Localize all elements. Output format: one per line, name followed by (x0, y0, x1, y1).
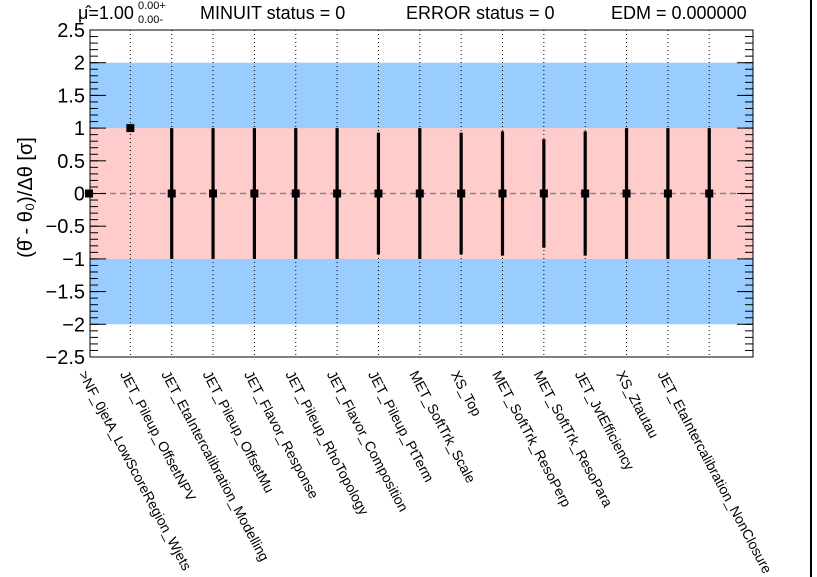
y-tick-label: 2 (74, 53, 85, 75)
pull-marker (374, 189, 383, 198)
y-tick-label: −2 (62, 314, 85, 336)
y-tick-label: 2.5 (57, 20, 85, 42)
x-tick-label: JET_EtaIntercalibration_NonClosure (655, 368, 776, 576)
y-axis: −2.5 −2 −1.5 −1 −0.5 0 0.5 1 1.5 2 2.5 (46, 20, 753, 369)
pull-marker (85, 189, 93, 198)
x-axis-labels: >NF_0jetA_LowScoreRegion_WjetsJET_Pileup… (76, 368, 776, 576)
mu-hat-error-down: 0.00- (138, 14, 164, 26)
fit-status-header: μ̂=1.00 0.00+ 0.00- MINUIT status = 0 ER… (0, 0, 817, 30)
x-tick-label: JET_Pileup_OffsetNPV (117, 368, 200, 504)
pull-marker (291, 189, 300, 198)
pull-marker (333, 189, 342, 198)
y-tick-label: 0 (74, 184, 85, 206)
y-tick-label: 1 (74, 118, 85, 140)
x-tick-label: JET_Flavor_Response (241, 368, 322, 501)
pull-marker (622, 189, 631, 198)
y-tick-label: −2.5 (46, 347, 85, 369)
pull-marker (663, 189, 672, 198)
window-edge (810, 0, 812, 577)
x-tick-label: XS_Ztautau (613, 368, 662, 441)
y-tick-label: 0.5 (57, 151, 85, 173)
minuit-status: MINUIT status = 0 (200, 3, 346, 23)
pull-marker (126, 124, 135, 133)
pull-marker (167, 189, 176, 198)
pull-marker (581, 189, 590, 198)
pull-points (85, 124, 714, 259)
x-tick-label: MET_SoftTrk_ResoPerp (489, 368, 575, 510)
y-tick-label: −1.5 (46, 282, 85, 304)
y-tick-label: −0.5 (46, 216, 85, 238)
pull-marker (498, 189, 507, 198)
vertical-grid (129, 30, 710, 357)
pull-marker (209, 189, 218, 198)
y-axis-title: (θ̂ - θ₀)/Δθ [σ] (15, 137, 37, 258)
y-tick-label: −1 (62, 249, 85, 271)
mu-hat-error-up: 0.00+ (138, 0, 166, 12)
x-tick-label: XS_Top (448, 368, 485, 419)
x-tick-label: JET_Flavor_Composition (324, 368, 412, 514)
pull-marker (539, 189, 548, 198)
error-status: ERROR status = 0 (406, 3, 555, 23)
mu-hat-value: μ̂=1.00 (78, 3, 134, 23)
x-tick-label: MET_SoftTrk_ResoPara (531, 368, 617, 510)
pull-marker (415, 189, 424, 198)
edm-value: EDM = 0.000000 (611, 3, 747, 23)
pull-marker (705, 189, 714, 198)
pull-marker (250, 189, 259, 198)
pull-marker (457, 189, 466, 198)
y-tick-label: 1.5 (57, 85, 85, 107)
